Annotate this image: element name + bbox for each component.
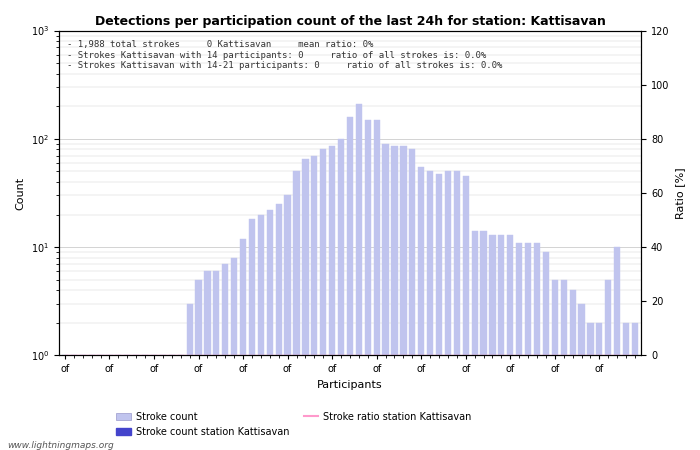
Bar	[249, 220, 255, 450]
Bar	[516, 243, 522, 450]
Bar	[587, 323, 594, 450]
Bar	[463, 176, 469, 450]
Bar	[320, 149, 326, 450]
Bar	[71, 356, 77, 450]
Bar	[632, 323, 638, 450]
Bar	[222, 264, 228, 450]
Bar	[142, 356, 148, 450]
Title: Detections per participation count of the last 24h for station: Kattisavan: Detections per participation count of th…	[94, 15, 606, 28]
Bar	[525, 243, 531, 450]
Bar	[489, 235, 496, 450]
Bar	[151, 356, 157, 450]
Bar	[552, 280, 558, 450]
Bar	[410, 149, 415, 450]
Bar	[302, 159, 309, 450]
Bar	[267, 210, 273, 450]
Bar	[124, 356, 130, 450]
Bar	[374, 120, 380, 450]
Bar	[186, 304, 193, 450]
Bar	[382, 144, 389, 450]
Bar	[204, 271, 211, 450]
Bar	[605, 280, 611, 450]
Bar	[391, 147, 398, 450]
Bar	[596, 323, 603, 450]
Bar	[231, 257, 237, 450]
X-axis label: Participants: Participants	[317, 380, 383, 390]
Bar	[570, 290, 576, 450]
Text: - 1,988 total strokes     0 Kattisavan     mean ratio: 0%
- Strokes Kattisavan w: - 1,988 total strokes 0 Kattisavan mean …	[67, 40, 503, 70]
Bar	[614, 247, 620, 450]
Bar	[133, 356, 139, 450]
Bar	[214, 271, 220, 450]
Bar	[195, 280, 202, 450]
Bar	[400, 147, 407, 450]
Bar	[480, 231, 486, 450]
Bar	[365, 120, 371, 450]
Bar	[106, 356, 113, 450]
Bar	[498, 235, 505, 450]
Legend: Stroke count, Stroke count station Kattisavan, Stroke ratio station Kattisavan: Stroke count, Stroke count station Katti…	[113, 408, 475, 441]
Bar	[88, 356, 95, 450]
Bar	[444, 171, 451, 450]
Bar	[436, 174, 442, 450]
Bar	[80, 356, 86, 450]
Bar	[578, 304, 584, 450]
Bar	[258, 215, 264, 450]
Bar	[561, 280, 567, 450]
Bar	[169, 356, 175, 450]
Bar	[160, 356, 166, 450]
Y-axis label: Count: Count	[15, 176, 25, 210]
Bar	[427, 171, 433, 450]
Bar	[508, 235, 513, 450]
Bar	[356, 104, 362, 450]
Bar	[293, 171, 300, 450]
Bar	[542, 252, 549, 450]
Bar	[116, 356, 122, 450]
Bar	[418, 167, 424, 450]
Bar	[472, 231, 478, 450]
Bar	[329, 147, 335, 450]
Bar	[97, 356, 104, 450]
Bar	[276, 204, 282, 450]
Bar	[534, 243, 540, 450]
Bar	[623, 323, 629, 450]
Text: www.lightningmaps.org: www.lightningmaps.org	[7, 441, 113, 450]
Bar	[454, 171, 460, 450]
Bar	[178, 356, 184, 450]
Bar	[346, 117, 353, 450]
Bar	[312, 156, 317, 450]
Bar	[62, 356, 68, 450]
Bar	[284, 195, 290, 450]
Bar	[240, 238, 246, 450]
Y-axis label: Ratio [%]: Ratio [%]	[675, 167, 685, 219]
Bar	[338, 139, 344, 450]
